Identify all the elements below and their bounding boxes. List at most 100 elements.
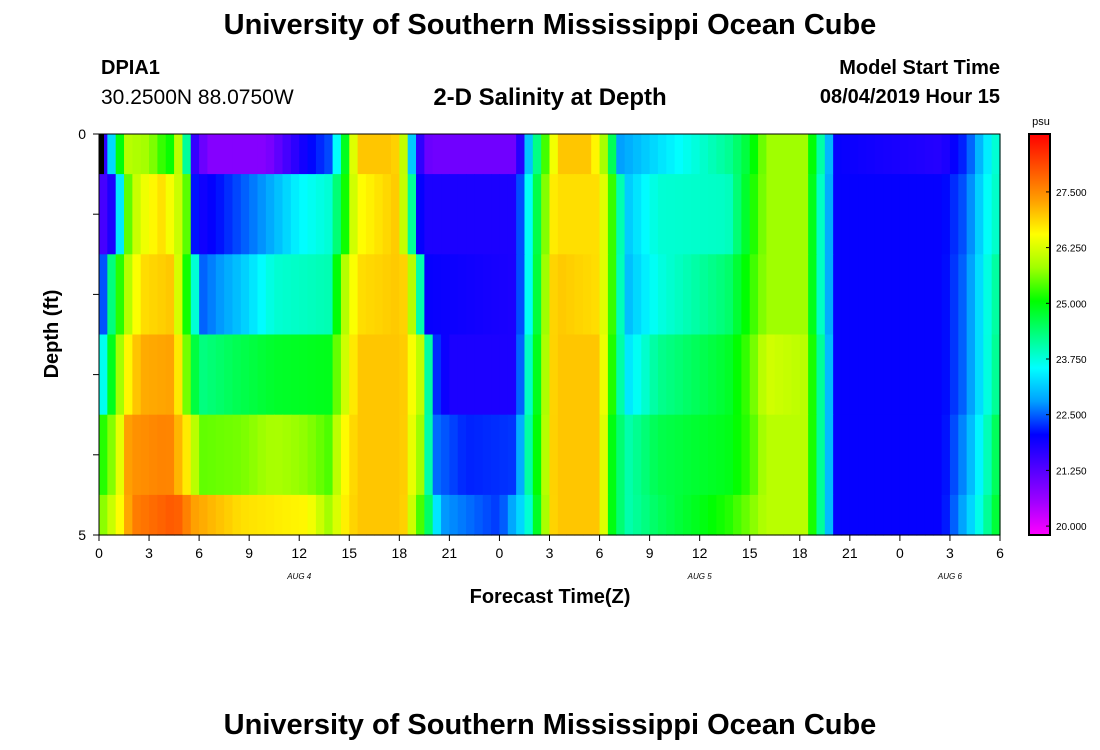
heatmap-cell — [199, 174, 209, 255]
heatmap-cell — [941, 334, 951, 416]
heatmap-cell — [941, 174, 951, 255]
heatmap-cell — [574, 174, 584, 255]
heatmap-cell — [741, 334, 751, 416]
heatmap-cell — [824, 134, 834, 175]
x-tick-label: 9 — [245, 545, 253, 561]
heatmap-cell — [958, 254, 968, 336]
heatmap-cell — [883, 254, 893, 336]
heatmap-cell — [983, 414, 993, 496]
x-axis: 0 3 6 9 12 15 18 21 0 3 6 9 12 15 18 21 0 3 6 AUG 4 AUG 5 AUG… — [95, 535, 1004, 581]
heatmap-cell — [265, 134, 275, 175]
heatmap-cell — [816, 134, 826, 175]
heatmap-cell — [566, 414, 576, 496]
x-tick-label: 21 — [442, 545, 458, 561]
heatmap-cell — [374, 254, 384, 336]
heatmap-cell — [190, 254, 200, 336]
heatmap-cell — [841, 414, 851, 496]
heatmap-cell — [682, 174, 692, 255]
heatmap-cell — [416, 334, 425, 416]
heatmap-cell — [290, 134, 300, 175]
heatmap-cell — [741, 134, 751, 175]
heatmap-cell — [240, 174, 250, 255]
heatmap-cell — [416, 414, 425, 496]
heatmap-cell — [332, 174, 342, 255]
heatmap-cell — [941, 134, 951, 175]
heatmap-cell — [708, 494, 717, 536]
x-tick-label: 3 — [145, 545, 153, 561]
heatmap-cell — [315, 254, 325, 336]
heatmap-cell — [532, 134, 542, 175]
heatmap-cell — [524, 254, 534, 336]
heatmap-cell — [290, 414, 300, 496]
heatmap-cell — [432, 414, 442, 496]
heatmap-cell — [516, 334, 526, 416]
heatmap-cell — [449, 334, 459, 416]
y-axis: 05 — [78, 126, 99, 543]
heatmap-cell — [716, 134, 726, 175]
heatmap-cell — [916, 494, 926, 536]
heatmap-cell — [766, 254, 776, 336]
heatmap-cell — [874, 334, 884, 416]
heatmap-cell — [699, 254, 709, 336]
colorbar-tick-label: 21.250 — [1056, 466, 1087, 477]
heatmap-cell — [516, 134, 526, 175]
heatmap-cell — [833, 134, 843, 175]
heatmap-cell — [416, 494, 425, 536]
heatmap-cell — [591, 174, 601, 255]
heatmap-cell — [991, 414, 1001, 496]
heatmap-cell — [107, 334, 117, 416]
heatmap-cell — [866, 494, 876, 536]
heatmap-cell — [866, 134, 876, 175]
heatmap-cell — [649, 414, 659, 496]
heatmap-cell — [207, 174, 217, 255]
heatmap-cell — [474, 494, 484, 536]
heatmap-cell — [599, 414, 609, 496]
heatmap-cell — [507, 174, 517, 255]
heatmap-cell — [749, 494, 759, 536]
heatmap-cell — [966, 174, 976, 255]
heatmap-cell — [532, 254, 542, 336]
heatmap-cell — [849, 254, 859, 336]
heatmap-cell — [499, 134, 509, 175]
heatmap-cell — [574, 254, 584, 336]
heatmap-cell — [224, 494, 234, 536]
heatmap-cell — [924, 134, 934, 175]
heatmap-cell — [557, 134, 567, 175]
heatmap-cell — [591, 494, 601, 536]
heatmap-cell — [624, 134, 634, 175]
heatmap-cell — [891, 254, 901, 336]
heatmap-cell — [724, 254, 734, 336]
heatmap-cell — [99, 254, 108, 336]
heatmap-cell — [290, 254, 300, 336]
heatmap-cell — [666, 174, 676, 255]
heatmap-cell — [299, 334, 309, 416]
heatmap-cell — [899, 174, 909, 255]
heatmap-cell — [649, 134, 659, 175]
heatmap-cell — [541, 134, 551, 175]
heatmap-cell — [332, 334, 342, 416]
heatmap-cell — [841, 334, 851, 416]
heatmap-cell — [265, 494, 275, 536]
heatmap-cell — [324, 414, 334, 496]
heatmap-cell — [240, 134, 250, 175]
heatmap-cell — [282, 494, 292, 536]
heatmap-cell — [607, 254, 617, 336]
heatmap-cell — [457, 134, 467, 175]
y-axis-label: Depth (ft) — [41, 290, 63, 379]
heatmap-cell — [466, 334, 476, 416]
heatmap-cell — [591, 134, 601, 175]
heatmap-cell — [791, 134, 801, 175]
heatmap-cell — [657, 174, 667, 255]
heatmap-cell — [357, 134, 367, 175]
heatmap-cell — [449, 494, 459, 536]
heatmap-cell — [424, 134, 434, 175]
heatmap-cell — [466, 174, 476, 255]
heatmap-cell — [591, 334, 601, 416]
heatmap-cell — [491, 174, 501, 255]
heatmap-cell — [891, 414, 901, 496]
heatmap-cell — [791, 174, 801, 255]
heatmap-cell — [916, 334, 926, 416]
heatmap-cell — [282, 414, 292, 496]
heatmap-cell — [215, 334, 225, 416]
heatmap-cell — [132, 174, 142, 255]
